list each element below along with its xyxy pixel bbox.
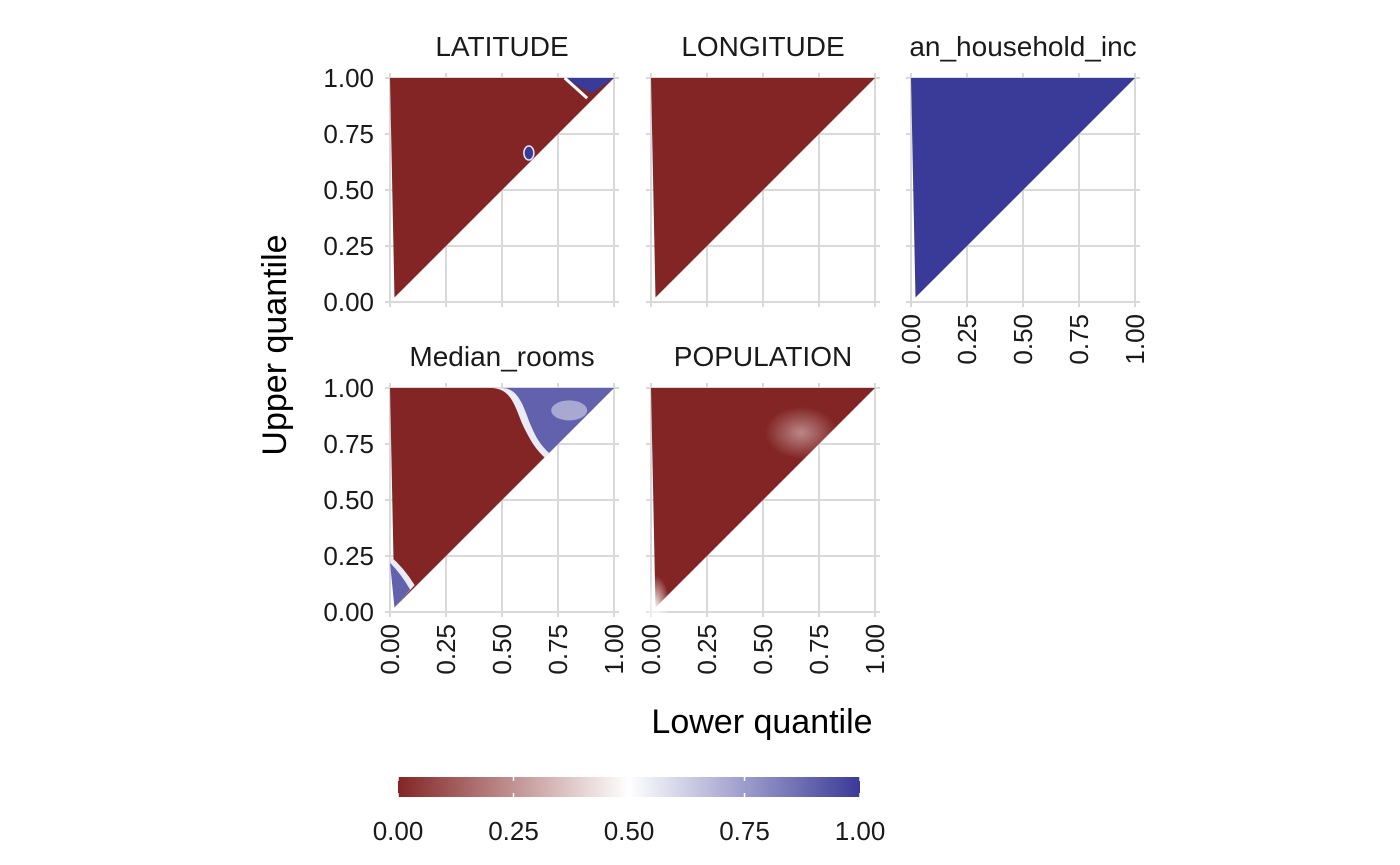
heatmap-regions (390, 388, 614, 608)
x-tick-label: 0.25 (431, 624, 461, 675)
facet-title: LATITUDE (435, 31, 568, 62)
facet-panels: LATITUDE 0.00 0.25 0.50 0.75 1.00 LONGITUDE an_… (323, 31, 1150, 675)
x-tick-label: 1.00 (599, 624, 629, 675)
y-tick-label: 0.50 (323, 175, 374, 205)
y-axis-title: Upper quantile (256, 234, 294, 455)
x-tick-label: 0.50 (487, 624, 517, 675)
y-tick-label: 0.25 (323, 231, 374, 261)
facet-title-clip: POPULATION (674, 341, 852, 372)
facet-title: LONGITUDE (681, 31, 844, 62)
heatmap-region (502, 388, 614, 453)
y-tick-label: 0.75 (323, 429, 374, 459)
heatmap-region-light-patch (765, 406, 838, 459)
y-tick-label: 0.75 (323, 119, 374, 149)
facet-panel-2: LONGITUDE (646, 31, 880, 307)
facet-title-clip: Median_rooms (409, 341, 594, 372)
heatmap-region (564, 78, 614, 94)
heatmap-regions (523, 76, 614, 161)
x-tick-label: 0.50 (748, 624, 778, 675)
colorbar-legend: 0.00 0.25 0.50 0.75 1.00 (373, 777, 886, 846)
x-tick-label: 0.25 (952, 314, 982, 365)
heatmap-region-border (563, 76, 589, 100)
facet-title: Median_rooms (409, 341, 594, 372)
y-tick-label: 0.50 (323, 485, 374, 515)
facet-panel-5: POPULATION 0.00 0.25 0.50 0.75 1.00 (636, 341, 890, 675)
heatmap-triangle (390, 78, 614, 298)
facet-title-clip: LONGITUDE (681, 31, 844, 62)
heatmap-region (523, 145, 535, 161)
facet-panel-1: LATITUDE 0.00 0.25 0.50 0.75 1.00 (323, 31, 619, 317)
x-tick-label: 0.00 (636, 624, 666, 675)
x-tick-label: 0.00 (896, 314, 926, 365)
x-axis-title: Lower quantile (651, 703, 872, 741)
facet-title-clip: an_household_inc (909, 31, 1136, 62)
y-tick-label: 0.00 (323, 287, 374, 317)
colorbar-tick-label: 0.00 (373, 816, 424, 846)
heatmap-region-light-patch (641, 575, 670, 636)
heatmap-triangle (651, 78, 875, 298)
facet-title-clip: LATITUDE (435, 31, 568, 62)
colorbar-gradient (398, 777, 860, 797)
colorbar-tick-label: 0.50 (604, 816, 655, 846)
heatmap-triangle (911, 78, 1135, 298)
y-tick-label: 1.00 (323, 373, 374, 403)
x-tick-label: 0.25 (692, 624, 722, 675)
facet-panel-3: an_household_inc 0.00 0.25 0.50 0.75 1.00 (896, 31, 1150, 365)
heatmap-regions (641, 406, 838, 636)
x-tick-label: 1.00 (860, 624, 890, 675)
colorbar-tick-label: 1.00 (835, 816, 886, 846)
x-tick-label: 0.50 (1008, 314, 1038, 365)
colorbar-tick-label: 0.75 (719, 816, 770, 846)
heatmap-region (390, 562, 411, 608)
y-tick-label: 1.00 (323, 63, 374, 93)
heatmap-region-light-patch (551, 400, 588, 421)
x-tick-label: 1.00 (1120, 314, 1150, 365)
y-tick-label: 0.25 (323, 541, 374, 571)
x-tick-label: 0.75 (543, 624, 573, 675)
x-tick-label: 0.00 (375, 624, 405, 675)
colorbar-tick-label: 0.25 (488, 816, 539, 846)
x-tick-label: 0.75 (1064, 314, 1094, 365)
x-tick-label: 0.75 (804, 624, 834, 675)
facet-panel-4: Median_rooms 0.00 0.25 0.50 0.75 1.00 0.00 0.25… (323, 341, 629, 675)
facet-title: POPULATION (674, 341, 852, 372)
facet-title: an_household_inc (909, 31, 1136, 62)
axis-titles: Lower quantile Upper quantile (256, 234, 873, 741)
y-tick-label: 0.00 (323, 597, 374, 627)
